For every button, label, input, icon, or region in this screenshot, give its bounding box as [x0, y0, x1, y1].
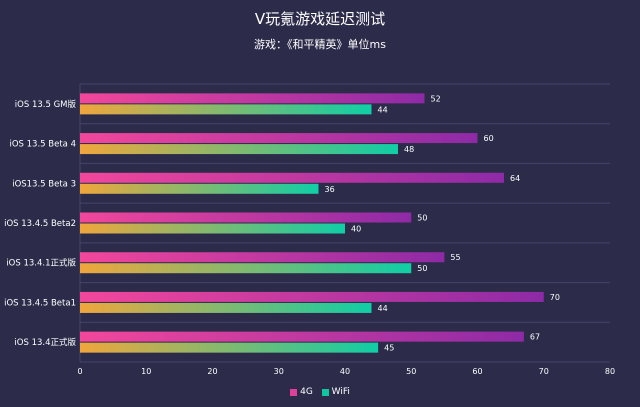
- data-label-4g: 50: [417, 214, 427, 223]
- category-label: iOS 13.4.5 Beta2: [4, 219, 76, 229]
- legend-swatch-4g: [290, 388, 298, 396]
- category-label: iOS 13.4正式版: [14, 337, 76, 348]
- x-tick-label: 60: [472, 367, 482, 376]
- data-label-wifi: 44: [378, 304, 388, 313]
- bar-wifi: [80, 223, 345, 234]
- data-label-wifi: 45: [384, 344, 394, 353]
- x-tick-label: 0: [77, 367, 82, 376]
- x-tick-label: 50: [406, 367, 416, 376]
- legend-item-4g[interactable]: 4G: [290, 387, 313, 398]
- bar-wifi: [80, 342, 379, 353]
- category-label: iOS 13.4.5 Beta1: [4, 298, 76, 308]
- bars-layer: [80, 93, 544, 353]
- category-label: iOS13.5 Beta 3: [12, 179, 76, 189]
- category-label: iOS 13.5 GM版: [15, 99, 77, 110]
- bar-wifi: [80, 302, 372, 313]
- chart-title: V玩氪游戏延迟测试: [254, 10, 386, 28]
- data-label-wifi: 44: [378, 105, 388, 114]
- x-tick-label: 10: [141, 367, 151, 376]
- data-label-4g: 55: [450, 253, 460, 262]
- chart-subtitle: 游戏：《和平精英》单位ms: [254, 38, 386, 51]
- x-tick-label: 80: [605, 367, 615, 376]
- bar-wifi: [80, 104, 372, 115]
- data-label-4g: 64: [510, 174, 520, 183]
- data-label-4g: 60: [484, 134, 494, 143]
- data-label-wifi: 36: [325, 185, 335, 194]
- data-label-wifi: 50: [417, 264, 427, 273]
- x-tick-label: 30: [274, 367, 284, 376]
- category-label: iOS 13.5 Beta 4: [10, 140, 77, 150]
- legend-item-wifi[interactable]: WiFi: [321, 387, 350, 398]
- data-label-4g: 67: [530, 333, 540, 342]
- bar-4g: [80, 212, 412, 223]
- legend-label-4g: 4G: [300, 387, 313, 397]
- grid-layer: [79, 83, 610, 363]
- category-label: iOS 13.4.1正式版: [6, 258, 76, 269]
- bar-4g: [80, 93, 425, 104]
- bar-4g: [80, 331, 524, 342]
- bar-4g: [80, 133, 478, 144]
- x-tick-label: 20: [207, 367, 217, 376]
- x-tick-label: 70: [539, 367, 549, 376]
- data-label-wifi: 48: [404, 145, 414, 154]
- data-label-4g: 52: [431, 94, 441, 103]
- legend: 4G WiFi: [0, 387, 640, 398]
- bar-4g: [80, 252, 445, 263]
- bar-4g: [80, 172, 504, 183]
- bar-4g: [80, 291, 544, 302]
- bar-wifi: [80, 263, 412, 274]
- legend-label-wifi: WiFi: [331, 387, 350, 397]
- legend-swatch-wifi: [321, 388, 329, 396]
- data-label-4g: 70: [550, 293, 560, 302]
- data-label-wifi: 40: [351, 225, 361, 234]
- bar-wifi: [80, 183, 319, 194]
- bar-wifi: [80, 144, 398, 155]
- labels-layer: 0 10 20 30 40 50 60 70 80 iOS 13.5 GM版 52 44 iOS 13.…: [4, 94, 615, 376]
- x-tick-label: 40: [340, 367, 350, 376]
